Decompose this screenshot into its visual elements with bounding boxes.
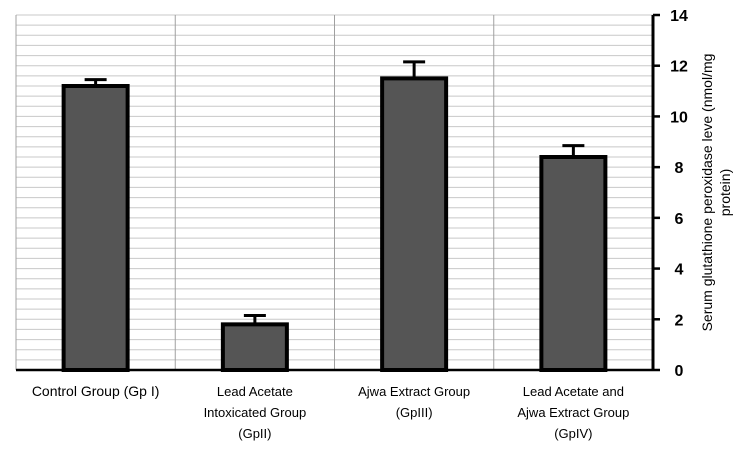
x-tick-label: (GpIV) xyxy=(554,426,592,441)
x-tick-label: (GpII) xyxy=(238,426,271,441)
y-axis-title-line: protein) xyxy=(717,169,733,216)
x-tick-label: Lead Acetate xyxy=(217,384,293,399)
y-tick-label: 2 xyxy=(675,312,684,329)
x-tick-label: Lead Acetate and xyxy=(523,384,624,399)
bars xyxy=(16,60,653,373)
bar xyxy=(220,322,289,373)
y-axis: 0 2 4 6 8 10 12 14 xyxy=(651,8,688,380)
x-tick-label: Intoxicated Group xyxy=(204,405,307,420)
y-axis-title: Serum glutathione peroxidase leve (nmol/… xyxy=(699,54,733,332)
x-tick-label: (GpIII) xyxy=(396,405,433,420)
x-tick-label: Control Group (Gp I) xyxy=(32,383,160,399)
y-tick-label: 14 xyxy=(670,8,688,25)
y-tick-label: 4 xyxy=(675,262,684,279)
y-axis-title-line: Serum glutathione peroxidase leve (nmol/… xyxy=(699,54,715,332)
bar xyxy=(539,155,608,372)
y-tick-label: 0 xyxy=(675,363,684,380)
x-tick-label: Ajwa Extract Group xyxy=(517,405,629,420)
x-tick-label: Ajwa Extract Group xyxy=(358,384,470,399)
x-axis-labels: Control Group (Gp I) Lead Acetate Intoxica… xyxy=(32,383,630,441)
bar xyxy=(380,76,449,373)
y-tick-label: 10 xyxy=(670,109,688,126)
y-tick-label: 12 xyxy=(670,59,688,76)
y-tick-label: 6 xyxy=(675,211,684,228)
bar xyxy=(61,84,130,372)
y-tick-label: 8 xyxy=(675,160,684,177)
